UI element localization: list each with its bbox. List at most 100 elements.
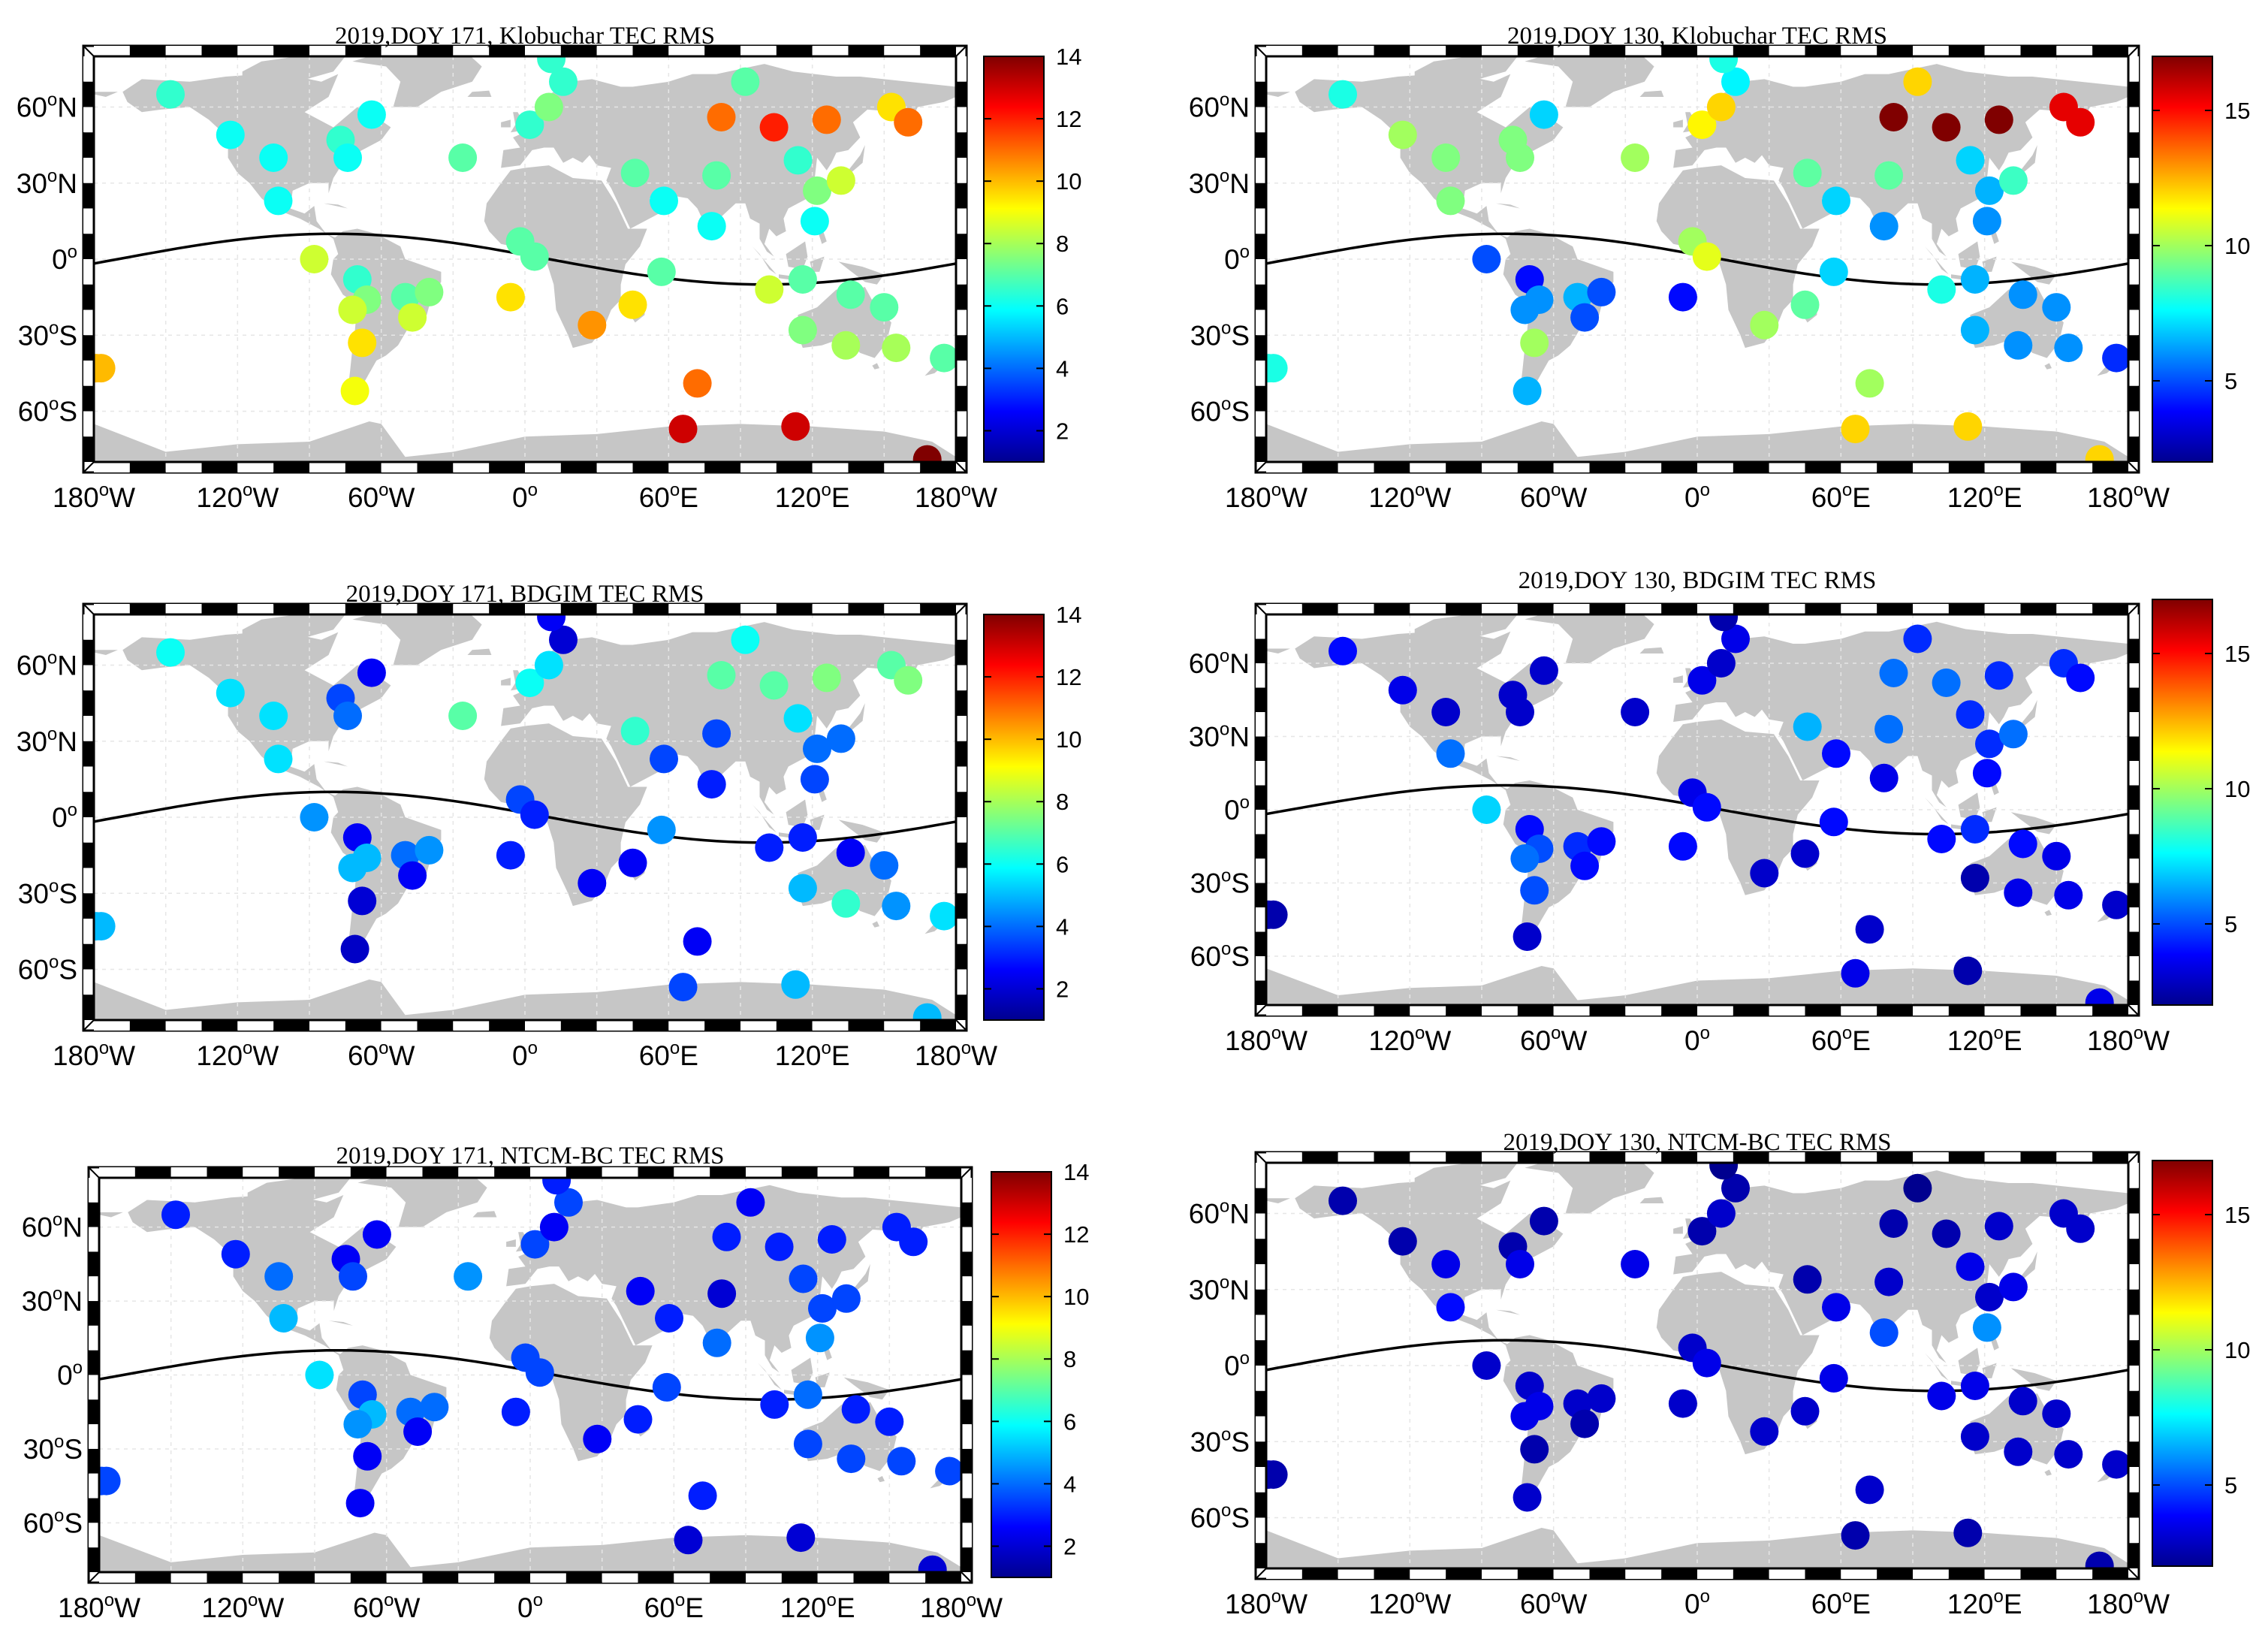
colorbar-tick-label: 14	[1056, 44, 1081, 70]
station-marker	[1529, 656, 1558, 685]
station-marker	[1329, 1186, 1357, 1215]
x-tick-label: 60oW	[1520, 1586, 1588, 1619]
station-marker	[2066, 1214, 2095, 1243]
station-marker	[837, 1444, 866, 1474]
station-marker	[793, 1429, 822, 1459]
landmass	[99, 1212, 123, 1218]
y-tick-label: 60oS	[1190, 394, 1250, 427]
station-marker	[899, 1227, 928, 1257]
colorbar-tick-label: 10	[1056, 726, 1081, 753]
x-tick-label: 120oW	[1368, 1023, 1451, 1056]
station-marker	[2004, 1437, 2033, 1466]
colorbar-tick-label: 12	[1056, 664, 1081, 690]
map-content	[94, 614, 956, 1020]
landmass	[1525, 1163, 1654, 1214]
map-content	[1266, 56, 2128, 462]
x-tick-label: 120oE	[780, 1590, 855, 1623]
landmass	[1982, 1363, 1997, 1378]
landmass	[1525, 614, 1654, 663]
landmass	[798, 287, 891, 358]
station-marker	[1998, 1272, 2028, 1302]
station-marker	[515, 669, 544, 698]
chart-title: 2019,DOY 171, BDGIM TEC RMS	[346, 581, 704, 608]
station-marker	[1869, 1318, 1899, 1348]
colorbar-tick-label: 10	[1063, 1284, 1089, 1310]
station-marker	[935, 1456, 961, 1486]
station-marker	[731, 67, 760, 96]
y-tick-label: 0o	[57, 1358, 83, 1391]
colorbar-tick-label: 14	[1063, 1159, 1089, 1185]
landmass	[1295, 74, 1564, 239]
y-tick-label: 0o	[1224, 242, 1250, 275]
station-marker	[805, 1324, 834, 1353]
station-marker	[759, 113, 789, 142]
station-marker	[340, 934, 369, 964]
x-tick-label: 180oW	[53, 1038, 135, 1071]
station-marker	[300, 245, 329, 273]
station-marker	[668, 415, 698, 444]
station-marker	[1709, 614, 1739, 632]
colorbar-tick-label: 4	[1063, 1471, 1076, 1497]
station-marker	[1750, 1417, 1779, 1446]
x-tick-label: 180oW	[1225, 1586, 1307, 1619]
landmass	[838, 819, 885, 843]
x-tick-label: 180oW	[915, 1038, 997, 1071]
station-marker	[788, 265, 817, 294]
station-marker	[1472, 245, 1501, 273]
landmass	[1970, 836, 2064, 905]
landmass	[1924, 1353, 1949, 1381]
station-marker	[264, 186, 293, 216]
station-marker	[882, 334, 911, 363]
station-marker	[674, 1526, 703, 1555]
station-marker	[1750, 859, 1779, 888]
station-marker	[1687, 110, 1717, 140]
station-marker	[1972, 207, 2001, 236]
landmass	[872, 363, 879, 370]
landmass	[1266, 92, 1290, 97]
x-tick-label: 0o	[512, 1038, 538, 1071]
landmass	[786, 799, 808, 828]
station-marker	[1932, 669, 1961, 697]
station-marker	[688, 1481, 717, 1511]
station-marker	[415, 835, 444, 865]
station-marker	[520, 242, 549, 271]
station-marker	[357, 658, 386, 687]
station-marker	[793, 1380, 822, 1409]
landmass	[872, 921, 879, 928]
station-marker	[1266, 900, 1283, 929]
station-marker	[781, 412, 810, 441]
y-tick-label: 60oN	[1189, 646, 1250, 679]
station-marker	[1790, 1396, 1820, 1426]
station-marker	[1841, 958, 1870, 988]
station-marker	[1879, 103, 1908, 131]
x-tick-label: 60oE	[639, 480, 698, 513]
station-marker	[448, 702, 478, 730]
station-marker	[264, 744, 293, 774]
station-marker	[1855, 1475, 1884, 1505]
station-marker	[1706, 92, 1736, 122]
station-marker	[760, 1390, 789, 1419]
y-tick-label: 30oN	[1189, 720, 1250, 753]
station-marker	[647, 257, 676, 286]
landmass	[1673, 621, 2128, 807]
y-tick-label: 30oS	[1190, 866, 1250, 899]
station-marker	[707, 661, 736, 690]
station-marker	[539, 1212, 569, 1242]
y-tick-label: 60oS	[18, 952, 77, 985]
landmass	[324, 203, 348, 209]
station-marker	[788, 315, 817, 345]
station-marker	[300, 803, 329, 832]
station-marker	[1956, 146, 1985, 175]
y-tick-label: 60oS	[23, 1505, 83, 1538]
map-panel-6: 2019,DOY 130, NTCM-BC TEC RMS 180oW 120oW 6…	[1189, 1129, 2251, 1619]
station-marker	[2102, 890, 2128, 919]
station-marker	[803, 176, 831, 205]
station-marker	[1668, 1389, 1697, 1418]
landmass	[757, 1363, 782, 1390]
colorbar-tick-label: 5	[2224, 1472, 2237, 1499]
x-tick-label: 60oW	[1520, 1023, 1588, 1056]
station-marker	[1793, 158, 1822, 188]
colorbar-tick-label: 12	[1063, 1221, 1089, 1248]
landmass	[1673, 119, 1683, 128]
landmass	[1496, 203, 1520, 209]
